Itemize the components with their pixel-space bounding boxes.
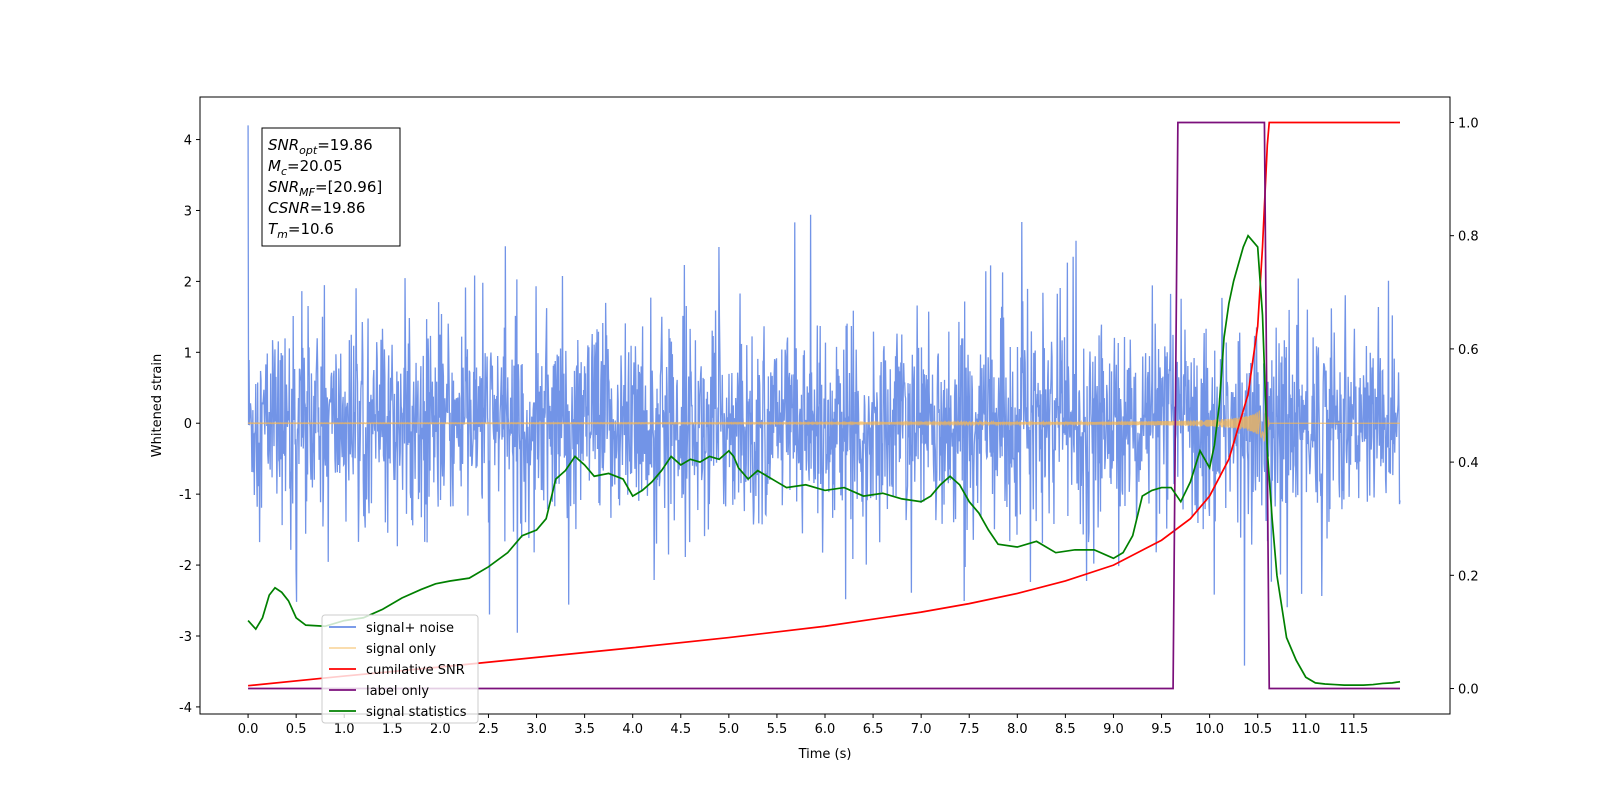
info-value: =[20.96] <box>315 178 382 196</box>
info-subscript: c <box>281 165 287 178</box>
legend: signal+ noise signal only cumilative SNR la… <box>321 614 479 724</box>
x-axis-label: Time (s) <box>798 747 852 762</box>
info-line: Mc=20.05 <box>268 157 343 178</box>
x-tick-label: 10.0 <box>1195 722 1224 737</box>
x-tick-label: 2.5 <box>478 722 499 737</box>
info-subscript: MF <box>299 186 315 199</box>
info-subscript: opt <box>299 144 318 157</box>
y-tick-label: -2 <box>179 559 192 574</box>
info-line: SNRMF=[20.96] <box>268 178 382 199</box>
x-tick-label: 3.0 <box>526 722 547 737</box>
x-tick-label: 4.0 <box>622 722 643 737</box>
legend-label: signal statistics <box>366 705 467 720</box>
info-line: Tm=10.6 <box>268 220 334 241</box>
y-tick-label: 4 <box>184 134 192 149</box>
x-tick-label: 3.5 <box>574 722 595 737</box>
series-signal-statistics-line <box>247 234 1401 686</box>
x-tick-label: 8.0 <box>1007 722 1028 737</box>
info-line: SNRopt=19.86 <box>268 136 373 157</box>
legend-item: signal only <box>329 642 436 657</box>
info-value: =20.05 <box>287 157 343 175</box>
x-tick-label: 0.0 <box>238 722 259 737</box>
legend-label: signal+ noise <box>366 621 454 636</box>
x-tick-label: 8.5 <box>1055 722 1076 737</box>
legend-item: label only <box>329 684 429 699</box>
y-axis-label: Whitened strain <box>150 354 165 457</box>
info-symbol: CSNR <box>268 199 310 217</box>
series-layer <box>247 121 1401 690</box>
info-symbol: T <box>268 220 279 238</box>
y-axis-left: -4 -3 -2 -1 0 1 2 3 4 <box>179 134 200 716</box>
info-line: CSNR=19.86 <box>268 199 365 217</box>
plot-area <box>247 121 1401 690</box>
info-value: =19.86 <box>310 199 366 217</box>
y2-tick-label: 0.2 <box>1458 569 1479 584</box>
y-tick-label: 2 <box>184 275 192 290</box>
info-symbol: SNR <box>268 136 299 154</box>
info-subscript: m <box>277 228 288 241</box>
info-value: =19.86 <box>317 136 373 154</box>
y2-tick-label: 1.0 <box>1458 116 1479 131</box>
x-tick-label: 10.5 <box>1243 722 1272 737</box>
legend-label: signal only <box>366 642 436 657</box>
x-tick-label: 1.5 <box>382 722 403 737</box>
series-signal-only-line <box>247 406 1400 442</box>
x-tick-label: 4.5 <box>670 722 691 737</box>
x-tick-label: 6.0 <box>815 722 836 737</box>
x-tick-label: 6.5 <box>863 722 884 737</box>
x-tick-label: 5.5 <box>767 722 788 737</box>
y2-tick-label: 0.0 <box>1458 683 1479 698</box>
y-tick-label: 1 <box>184 346 192 361</box>
x-tick-label: 0.5 <box>286 722 307 737</box>
legend-item: signal+ noise <box>329 621 454 636</box>
x-tick-label: 11.5 <box>1339 722 1368 737</box>
legend-label: cumilative SNR <box>366 663 465 678</box>
y-tick-label: 0 <box>184 417 192 432</box>
legend-item: cumilative SNR <box>329 663 465 678</box>
x-axis: 0.0 0.5 1.0 1.5 2.0 2.5 3.0 3.5 4.0 4.5 5.0 5.5 6.0 6… <box>238 714 1368 737</box>
x-tick-label: 9.5 <box>1151 722 1172 737</box>
info-box-frame <box>261 127 401 247</box>
y-tick-label: 3 <box>184 204 192 219</box>
series-label-only-line <box>248 121 1400 690</box>
x-tick-label: 9.0 <box>1103 722 1124 737</box>
info-box: SNRopt=19.86Mc=20.05SNRMF=[20.96]CSNR=19… <box>261 127 401 247</box>
info-symbol: SNR <box>268 178 299 196</box>
legend-item: signal statistics <box>329 705 467 720</box>
x-tick-label: 7.5 <box>959 722 980 737</box>
info-symbol: M <box>268 157 281 175</box>
y2-tick-label: 0.6 <box>1458 343 1479 358</box>
legend-label: label only <box>366 684 429 699</box>
legend-frame <box>321 614 479 724</box>
y2-tick-label: 0.4 <box>1458 456 1479 471</box>
x-tick-label: 5.0 <box>719 722 740 737</box>
x-tick-label: 11.0 <box>1291 722 1320 737</box>
series-signal-noise-line <box>247 125 1401 666</box>
y-tick-label: -1 <box>179 488 192 503</box>
x-tick-label: 1.0 <box>334 722 355 737</box>
x-tick-label: 7.0 <box>911 722 932 737</box>
y-axis-right: 0.0 0.2 0.4 0.6 0.8 1.0 <box>1450 116 1479 698</box>
y-tick-label: -4 <box>179 701 192 716</box>
x-tick-label: 2.0 <box>430 722 451 737</box>
y2-tick-label: 0.8 <box>1458 230 1479 245</box>
info-value: =10.6 <box>288 220 334 238</box>
y-tick-label: -3 <box>179 630 192 645</box>
